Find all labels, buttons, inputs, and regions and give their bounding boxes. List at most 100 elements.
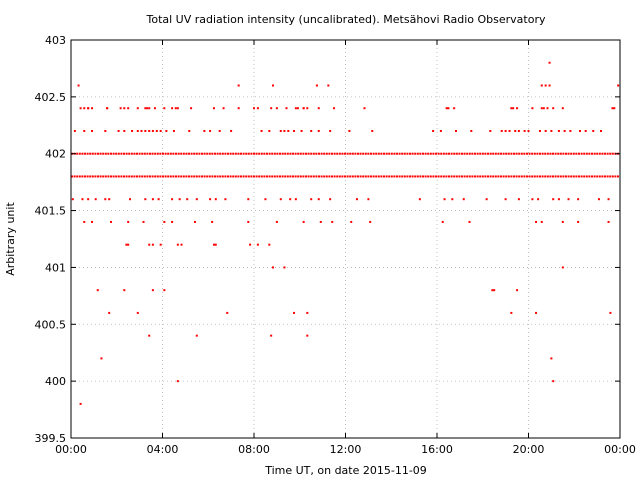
data-point xyxy=(584,129,587,132)
data-point xyxy=(437,152,440,155)
y-tick-label: 401.5 xyxy=(35,205,67,218)
data-point xyxy=(552,380,555,383)
data-point xyxy=(505,152,508,155)
data-point xyxy=(604,175,606,178)
data-point xyxy=(172,175,175,178)
data-point xyxy=(242,175,245,178)
data-point xyxy=(115,152,118,155)
data-point xyxy=(489,152,492,155)
data-point xyxy=(331,152,333,155)
data-point xyxy=(247,220,250,223)
data-point xyxy=(286,175,289,178)
data-point xyxy=(300,129,303,132)
data-point xyxy=(398,175,401,178)
data-point xyxy=(516,107,519,110)
data-point xyxy=(502,175,505,178)
data-point xyxy=(294,198,297,201)
data-point xyxy=(163,220,166,223)
data-point xyxy=(172,152,175,155)
data-point xyxy=(507,175,510,178)
data-point xyxy=(325,175,328,178)
data-point xyxy=(363,107,366,110)
data-point xyxy=(463,152,466,155)
data-point xyxy=(151,289,154,292)
data-point xyxy=(533,152,536,155)
data-point xyxy=(513,152,515,155)
data-point xyxy=(491,289,494,292)
x-axis-label: Time UT, on date 2015-11-09 xyxy=(264,464,427,477)
data-point xyxy=(185,152,188,155)
data-point xyxy=(94,175,97,178)
data-point xyxy=(544,129,547,132)
data-point xyxy=(214,175,216,178)
data-point xyxy=(371,129,374,132)
data-point xyxy=(242,152,245,155)
data-point xyxy=(362,152,365,155)
data-point xyxy=(520,152,523,155)
data-point xyxy=(140,129,143,132)
data-point xyxy=(237,152,240,155)
data-point xyxy=(193,152,196,155)
data-point xyxy=(445,107,448,110)
data-point xyxy=(458,152,461,155)
data-point xyxy=(317,107,320,110)
data-point xyxy=(442,152,445,155)
data-point xyxy=(471,152,474,155)
data-point xyxy=(424,175,427,178)
data-point xyxy=(458,175,461,178)
data-point xyxy=(83,107,86,110)
data-point xyxy=(193,175,196,178)
x-tick-label: 04:00 xyxy=(147,443,179,456)
x-tick-label: 16:00 xyxy=(421,443,453,456)
data-point xyxy=(341,152,344,155)
data-point xyxy=(502,152,505,155)
data-point xyxy=(214,152,216,155)
data-point xyxy=(569,129,572,132)
data-point xyxy=(273,152,276,155)
data-point xyxy=(306,107,309,110)
data-point xyxy=(596,175,599,178)
data-point xyxy=(505,175,508,178)
data-point xyxy=(276,152,279,155)
data-point xyxy=(572,152,575,155)
data-point xyxy=(362,175,365,178)
data-point xyxy=(336,152,339,155)
data-point xyxy=(154,175,157,178)
data-point xyxy=(550,129,553,132)
data-point xyxy=(221,152,224,155)
data-point xyxy=(559,175,562,178)
data-point xyxy=(512,107,515,110)
data-point xyxy=(450,175,453,178)
data-point xyxy=(328,152,331,155)
data-point xyxy=(435,175,437,178)
data-point xyxy=(117,152,120,155)
data-point xyxy=(526,152,528,155)
data-point xyxy=(565,175,567,178)
data-point xyxy=(375,175,378,178)
data-point xyxy=(508,129,511,132)
data-point xyxy=(148,243,151,246)
data-point xyxy=(606,152,609,155)
data-point xyxy=(142,220,145,223)
data-point xyxy=(143,175,146,178)
data-point xyxy=(487,152,489,155)
data-point xyxy=(206,175,209,178)
data-point xyxy=(422,175,424,178)
data-point xyxy=(578,129,581,132)
data-point xyxy=(260,129,263,132)
data-point xyxy=(385,175,388,178)
data-point xyxy=(448,175,450,178)
data-point xyxy=(331,175,333,178)
data-point xyxy=(120,175,123,178)
data-point xyxy=(212,243,215,246)
data-point xyxy=(159,243,162,246)
data-point xyxy=(559,152,562,155)
data-point xyxy=(253,152,255,155)
data-point xyxy=(73,175,76,178)
data-point xyxy=(454,129,457,132)
data-point xyxy=(328,175,331,178)
data-point xyxy=(331,220,334,223)
data-point xyxy=(87,107,90,110)
data-point xyxy=(176,107,179,110)
data-point xyxy=(406,152,409,155)
